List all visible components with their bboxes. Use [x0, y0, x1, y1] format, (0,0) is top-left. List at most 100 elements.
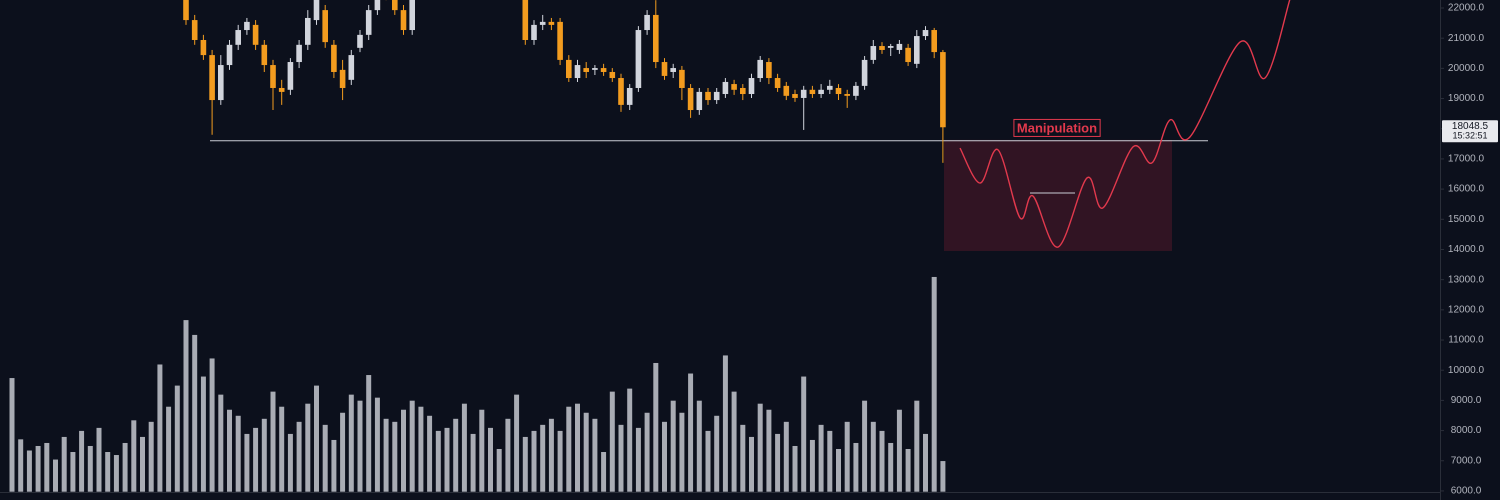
volume-bar	[931, 276, 938, 492]
volume-bar	[739, 424, 746, 492]
volume-bar	[278, 406, 285, 492]
volume-bar	[113, 454, 120, 492]
volume-bar	[748, 436, 755, 492]
candle-body	[218, 65, 224, 101]
volume-bar	[443, 427, 451, 492]
last-price-label: 18048.5	[1452, 121, 1489, 132]
candle-body	[800, 89, 807, 98]
y-tick-label: 16000.0	[1448, 184, 1485, 195]
volume-bar	[139, 436, 146, 492]
volume-bar	[339, 412, 346, 492]
candle-body	[235, 30, 241, 45]
volume-bar	[182, 319, 190, 492]
volume-bar	[522, 436, 529, 492]
volume-bar	[417, 406, 425, 492]
volume-bar	[330, 439, 338, 492]
y-tick-label: 12000.0	[1448, 304, 1485, 315]
volume-bar	[95, 427, 103, 492]
volume-bar	[243, 433, 251, 492]
candle-body	[835, 87, 842, 95]
candle-body	[191, 20, 198, 40]
volume-bar	[348, 394, 355, 492]
volume-bar	[678, 412, 685, 492]
candle-body	[905, 47, 911, 63]
volume-bar	[496, 448, 503, 492]
volume-bar	[861, 400, 868, 492]
volume-bar	[69, 451, 76, 492]
volume-bar	[435, 430, 442, 492]
candle-body	[200, 39, 207, 56]
y-tick-label: 6000.0	[1451, 486, 1482, 497]
volume-bar	[583, 412, 590, 492]
volume-bar	[287, 433, 294, 492]
volume-bar	[591, 418, 598, 492]
volume-bar	[835, 448, 842, 492]
volume-bar	[235, 415, 242, 492]
volume-bar	[609, 391, 616, 492]
volume-bar	[34, 445, 42, 492]
volume-bar	[826, 430, 833, 492]
volume-bar	[713, 415, 720, 492]
volume-bar	[670, 400, 677, 492]
volume-bar	[478, 409, 485, 492]
candle-body	[644, 14, 650, 31]
candle-body	[574, 65, 581, 79]
candle-body	[635, 30, 642, 88]
volume-bar	[304, 403, 311, 492]
volume-bar	[148, 421, 155, 492]
candle-body	[183, 0, 189, 21]
candle-body	[853, 85, 859, 96]
volume-bar	[26, 449, 33, 492]
candle-body	[357, 34, 363, 48]
candle-body	[887, 46, 894, 48]
volume-bar	[409, 400, 416, 492]
volume-bar	[43, 442, 50, 492]
volume-bar	[617, 424, 625, 492]
candle-body	[331, 44, 337, 72]
candle-body	[914, 36, 920, 64]
y-tick-label: 20000.0	[1448, 63, 1485, 74]
volume-bar	[556, 430, 564, 492]
volume-bar	[600, 451, 607, 492]
candle-body	[809, 89, 816, 95]
y-tick-label: 22000.0	[1448, 3, 1485, 14]
volume-bar	[461, 403, 468, 492]
volume-bar	[635, 427, 642, 492]
candle-body	[696, 91, 703, 111]
y-tick-label: 10000.0	[1448, 365, 1485, 376]
volume-bar	[696, 400, 703, 492]
candle-body	[653, 14, 659, 63]
volume-bar	[844, 421, 851, 492]
volume-bar	[226, 409, 233, 492]
y-tick-label: 8000.0	[1451, 425, 1482, 436]
volume-bar	[191, 334, 198, 492]
candle-body	[740, 87, 746, 95]
volume-bar	[87, 445, 94, 492]
volume-bar	[513, 394, 520, 492]
volume-bar	[130, 419, 137, 492]
candle-body	[592, 68, 598, 70]
candle-body	[670, 68, 676, 72]
volume-bar	[539, 424, 546, 492]
volume-bar	[156, 363, 164, 492]
candle-body	[618, 78, 624, 105]
volume-bar	[565, 406, 572, 492]
volume-bar	[313, 385, 320, 492]
candle-body	[870, 46, 877, 60]
volume-bar	[165, 406, 172, 492]
candle-body	[766, 62, 772, 79]
candle-body	[583, 68, 589, 72]
candle-body	[557, 21, 563, 60]
candle-body	[392, 0, 398, 11]
volume-bar	[391, 421, 398, 492]
candle-body	[879, 46, 885, 50]
volume-bar	[722, 354, 729, 492]
volume-bar	[52, 458, 59, 492]
volume-bar	[626, 388, 633, 492]
candle-body	[861, 59, 868, 86]
volume-bar	[652, 362, 659, 492]
volume-bar	[530, 430, 538, 492]
candle-body	[374, 0, 381, 11]
